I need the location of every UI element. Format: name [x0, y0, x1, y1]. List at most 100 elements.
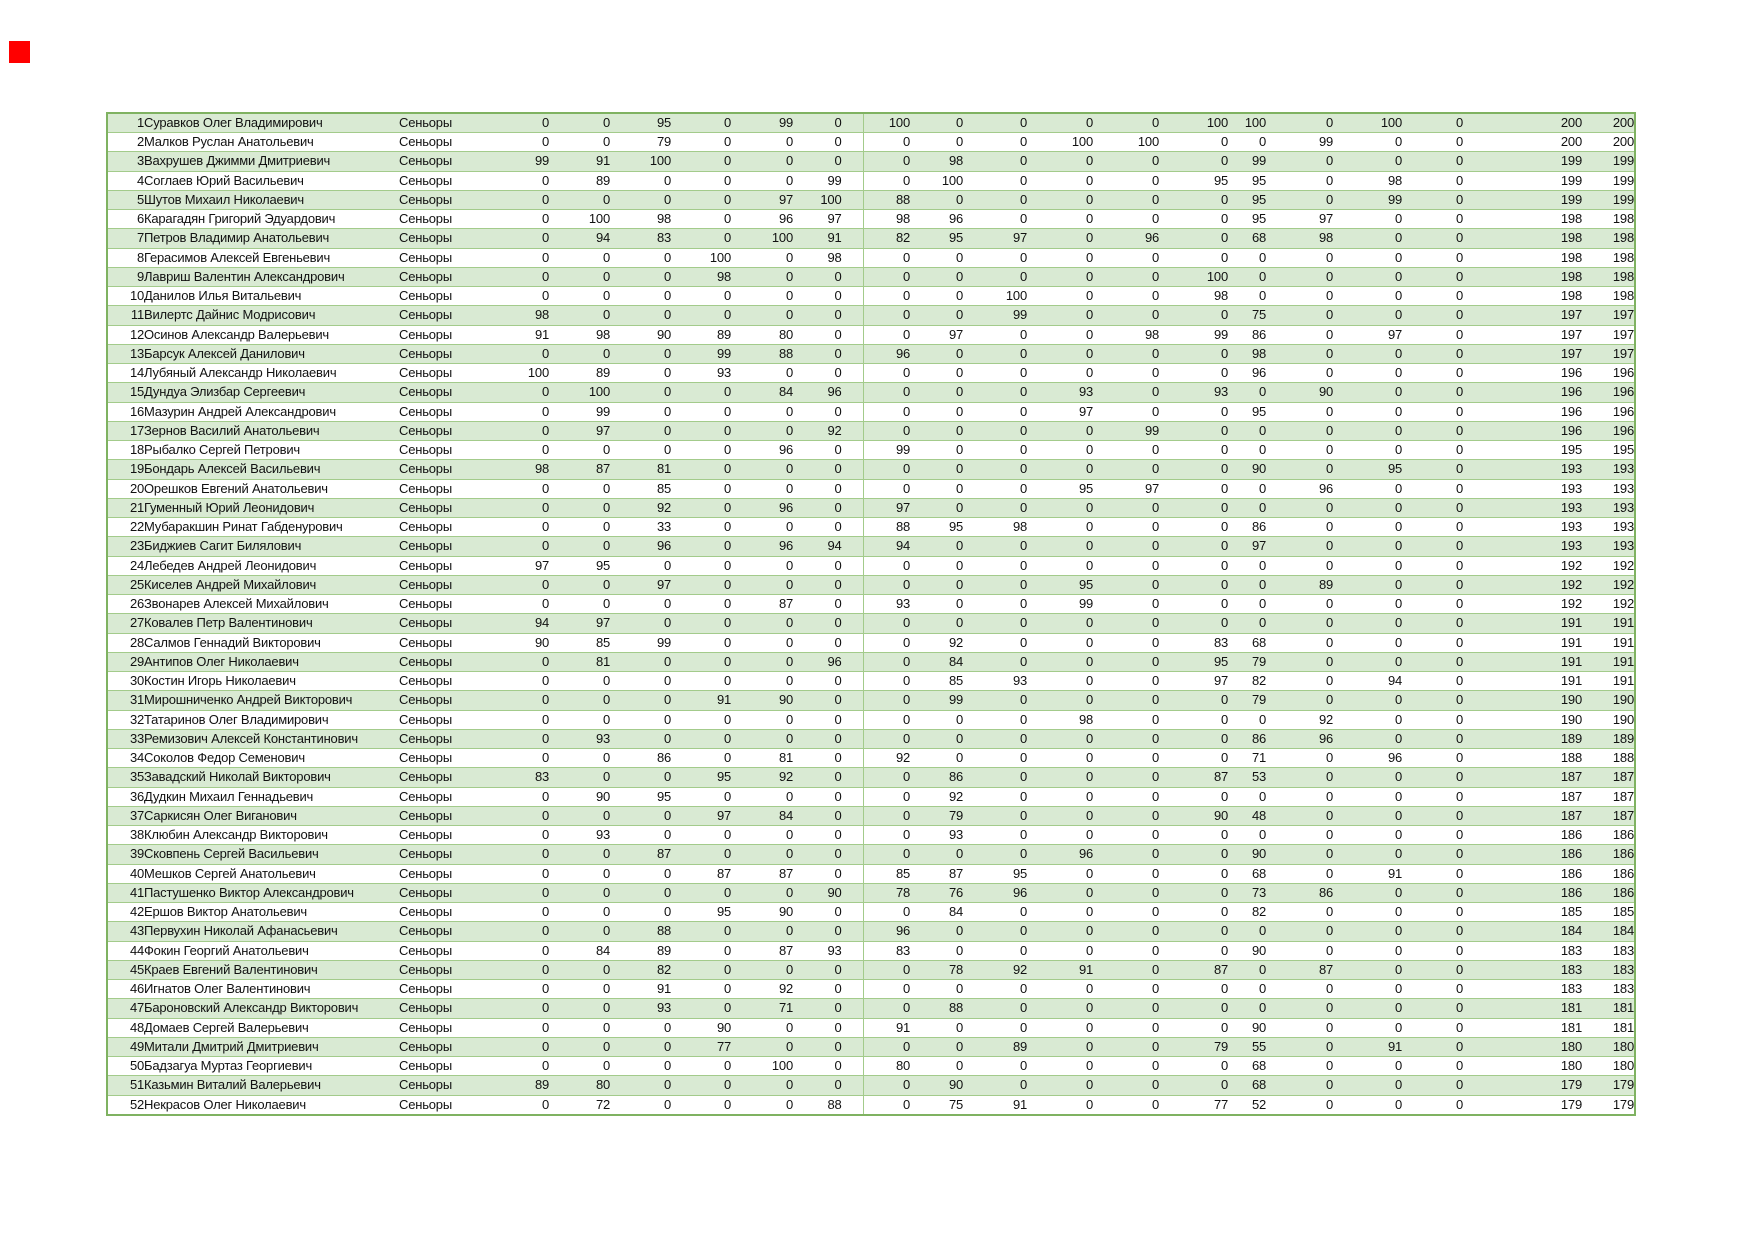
- score-cell: 0: [1093, 343, 1159, 365]
- score-cell: 99: [863, 439, 910, 461]
- score-cell: 80: [731, 324, 793, 345]
- row-number-cell: 17: [107, 420, 144, 442]
- total-cell: 183: [1527, 978, 1582, 1000]
- spacer-cell: [1463, 651, 1527, 673]
- score-cell: 0: [963, 728, 1027, 750]
- score-cell: 0: [1402, 959, 1463, 981]
- score-cell: 99: [1228, 151, 1266, 172]
- score-cell: 0: [610, 882, 671, 904]
- score-cell: 0: [484, 959, 549, 981]
- score-cell: 0: [671, 189, 731, 211]
- spacer-cell: [1463, 593, 1527, 615]
- score-cell: 100: [549, 208, 610, 230]
- score-cell: 0: [1093, 362, 1159, 384]
- score-cell: 95: [1159, 651, 1228, 673]
- score-cell: 0: [671, 786, 731, 807]
- score-cell: 0: [863, 247, 910, 268]
- score-cell: 97: [1333, 324, 1402, 345]
- total-final-cell: 197: [1582, 324, 1635, 345]
- total-cell: 180: [1527, 1036, 1582, 1058]
- table-row: 32 Татаринов Олег Владимирович Сеньоры 0 0 0 0…: [107, 709, 1635, 730]
- score-cell: 98: [484, 305, 549, 326]
- score-cell: 0: [610, 439, 671, 461]
- score-cell: 79: [1159, 1036, 1228, 1058]
- score-cell: 0: [963, 901, 1027, 923]
- score-cell: 0: [1333, 1017, 1402, 1038]
- score-cell: 84: [549, 940, 610, 961]
- row-number-cell: 38: [107, 824, 144, 846]
- score-cell: 0: [1159, 940, 1228, 961]
- category-cell: Сеньоры: [399, 574, 484, 596]
- score-cell: 0: [1159, 208, 1228, 230]
- total-cell: 199: [1527, 170, 1582, 191]
- score-cell: 0: [910, 247, 963, 268]
- score-cell: 0: [910, 709, 963, 730]
- score-cell: 0: [910, 112, 963, 133]
- total-cell: 190: [1527, 709, 1582, 730]
- score-cell: 0: [731, 824, 793, 846]
- score-cell: 96: [731, 439, 793, 461]
- category-cell: Сеньоры: [399, 131, 484, 153]
- row-number-cell: 34: [107, 747, 144, 769]
- athlete-name-cell: Сковпень Сергей Васильевич: [144, 844, 399, 865]
- score-cell: 0: [863, 824, 910, 846]
- score-cell: 0: [910, 439, 963, 461]
- total-cell: 197: [1527, 324, 1582, 345]
- score-cell: 0: [671, 747, 731, 769]
- score-cell: 0: [1333, 690, 1402, 711]
- score-cell: 0: [963, 786, 1027, 807]
- score-cell: 99: [963, 305, 1027, 326]
- score-cell: 0: [1093, 632, 1159, 653]
- score-cell: 0: [1093, 574, 1159, 596]
- score-cell: 0: [549, 747, 610, 769]
- score-cell: 97: [484, 555, 549, 576]
- score-cell: 0: [671, 998, 731, 1019]
- score-cell: 0: [1402, 170, 1463, 191]
- score-cell: 96: [1333, 747, 1402, 769]
- score-cell: 0: [1093, 151, 1159, 172]
- score-cell: 92: [910, 786, 963, 807]
- score-cell: 0: [1333, 516, 1402, 538]
- score-cell: 0: [1159, 728, 1228, 750]
- score-cell: 0: [549, 1036, 610, 1058]
- score-cell: 0: [1093, 805, 1159, 827]
- total-cell: 198: [1527, 247, 1582, 268]
- score-cell: 92: [1266, 709, 1333, 730]
- row-number-cell: 44: [107, 940, 144, 961]
- score-cell: 0: [1402, 747, 1463, 769]
- row-number-cell: 14: [107, 362, 144, 384]
- score-cell: 0: [1402, 574, 1463, 596]
- score-cell: 0: [484, 940, 549, 961]
- row-number-cell: 47: [107, 998, 144, 1019]
- score-cell: 0: [1159, 516, 1228, 538]
- total-cell: 184: [1527, 921, 1582, 942]
- total-final-cell: 186: [1582, 882, 1635, 904]
- score-cell: 0: [610, 824, 671, 846]
- category-cell: Сеньоры: [399, 747, 484, 769]
- score-cell: 95: [963, 863, 1027, 884]
- score-cell: 0: [549, 882, 610, 904]
- score-cell: 55: [1228, 1036, 1266, 1058]
- score-cell: 96: [910, 208, 963, 230]
- score-cell: 0: [1159, 536, 1228, 557]
- score-cell: 98: [1159, 285, 1228, 307]
- row-number-cell: 15: [107, 382, 144, 403]
- score-cell: 0: [910, 613, 963, 634]
- score-cell: 88: [910, 998, 963, 1019]
- spacer-cell: [1463, 613, 1527, 634]
- score-cell: 0: [484, 651, 549, 673]
- score-cell: 0: [671, 497, 731, 519]
- total-final-cell: 197: [1582, 305, 1635, 326]
- score-cell: 0: [671, 1094, 731, 1115]
- score-cell: 0: [1402, 112, 1463, 133]
- row-number-cell: 21: [107, 497, 144, 519]
- score-cell: 0: [610, 805, 671, 827]
- score-cell: 0: [1402, 285, 1463, 307]
- score-cell: 0: [731, 882, 793, 904]
- score-cell: 0: [1333, 536, 1402, 557]
- score-cell: 0: [1228, 613, 1266, 634]
- score-cell: 0: [1333, 382, 1402, 403]
- score-cell: 0: [793, 459, 864, 480]
- total-final-cell: 196: [1582, 420, 1635, 442]
- total-cell: 200: [1527, 131, 1582, 153]
